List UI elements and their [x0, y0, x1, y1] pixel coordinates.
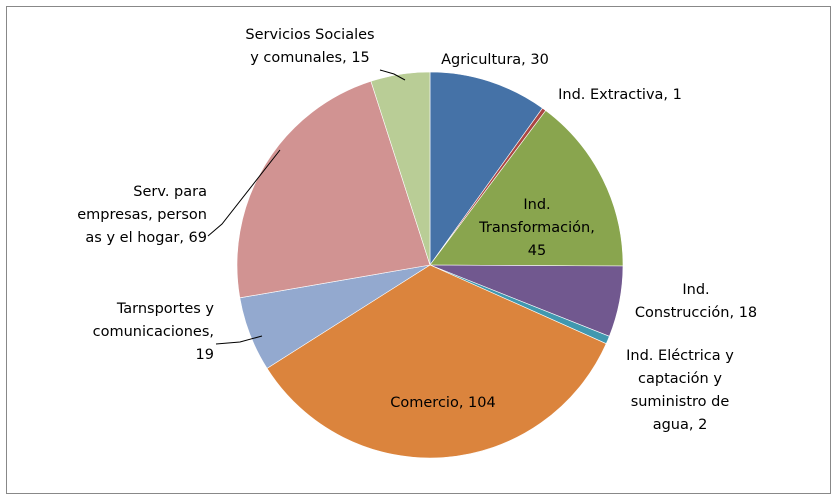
- leader-line: [207, 149, 281, 237]
- pie-slice: [266, 264, 607, 459]
- data-label: Ind. Transformación, 45: [478, 197, 595, 259]
- data-label: Serv. para empresas, person as y el hogar,…: [77, 184, 207, 246]
- pie-slice: [370, 71, 431, 266]
- data-label: Comercio, 104: [390, 395, 495, 411]
- data-label: Ind. Extractiva, 1: [558, 87, 682, 103]
- data-label: Servicios Sociales y comunales, 15: [245, 27, 374, 66]
- pie-slice: [429, 71, 543, 266]
- pie: [236, 71, 624, 459]
- data-label: Tarnsportes y comunicaciones, 19: [93, 301, 215, 363]
- labels: Agricultura, 30 Ind. Extractiva, 1 Ind. Tra…: [77, 27, 757, 433]
- pie-slice: [429, 110, 624, 267]
- leader-line: [379, 69, 406, 81]
- data-label: Ind. Eléctrica y captación y suministro de…: [626, 348, 734, 433]
- leader-line: [215, 335, 263, 345]
- data-label: Ind. Construcción, 18: [635, 282, 757, 321]
- data-label: Agricultura, 30: [441, 52, 549, 68]
- pie-slice: [236, 80, 431, 299]
